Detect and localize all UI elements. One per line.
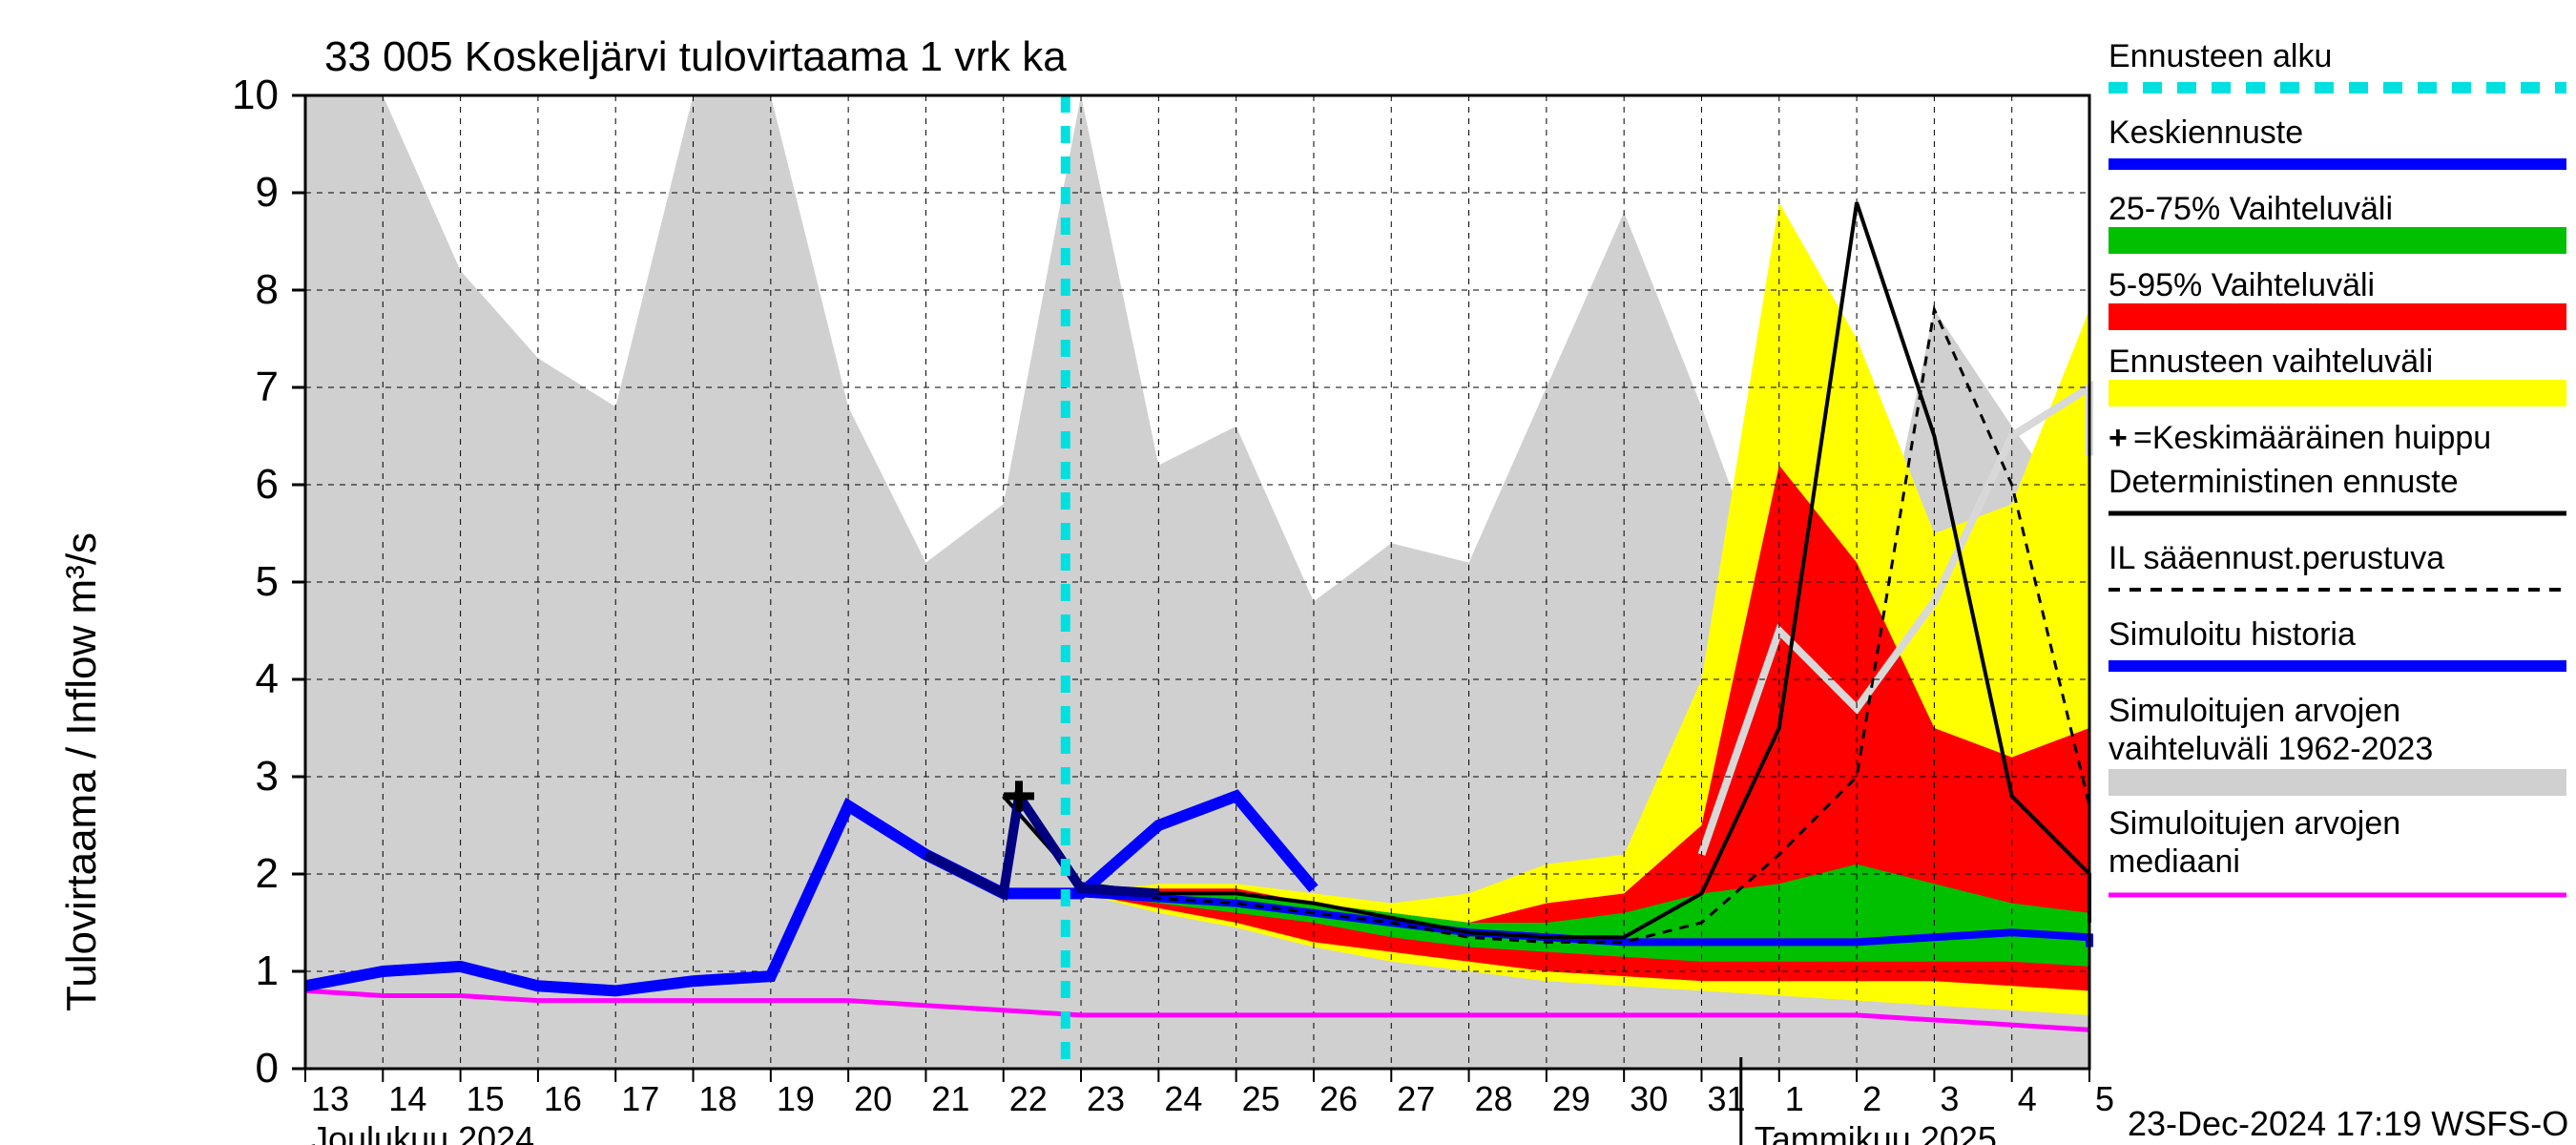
legend-label: Simuloitujen arvojen <box>2109 693 2400 729</box>
legend-label: IL sääennust.perustuva <box>2109 540 2444 576</box>
x-tick-label: 18 <box>699 1079 737 1118</box>
month-label: Joulukuu 2024 <box>311 1119 534 1145</box>
legend-label: Ennusteen alku <box>2109 38 2332 74</box>
y-tick-label: 8 <box>256 266 279 313</box>
x-tick-label: 13 <box>311 1079 349 1118</box>
legend-label: mediaani <box>2109 843 2240 880</box>
x-tick-label: 26 <box>1319 1079 1358 1118</box>
y-tick-label: 1 <box>256 947 279 994</box>
legend-label: Ennusteen vaihteluväli <box>2109 344 2433 380</box>
inflow-chart: 0123456789101314151617181920212223242526… <box>0 0 2576 1145</box>
x-tick-label: 29 <box>1552 1079 1590 1118</box>
legend-label: Simuloitu historia <box>2109 616 2356 653</box>
y-axis-label: Tulovirtaama / Inflow m³/s <box>58 532 105 1011</box>
x-tick-label: 1 <box>1785 1079 1804 1118</box>
x-tick-label: 19 <box>777 1079 815 1118</box>
x-tick-label: 5 <box>2095 1079 2114 1118</box>
x-tick-label: 22 <box>1009 1079 1048 1118</box>
legend-label: vaihteluväli 1962-2023 <box>2109 731 2433 767</box>
x-tick-label: 21 <box>931 1079 969 1118</box>
x-tick-label: 23 <box>1087 1079 1125 1118</box>
y-tick-label: 0 <box>256 1045 279 1092</box>
chart-title: 33 005 Koskeljärvi tulovirtaama 1 vrk ka <box>324 33 1067 80</box>
timestamp: 23-Dec-2024 17:19 WSFS-O <box>2128 1104 2568 1143</box>
x-tick-label: 25 <box>1242 1079 1280 1118</box>
y-tick-label: 2 <box>256 850 279 897</box>
x-tick-label: 27 <box>1397 1079 1435 1118</box>
y-tick-label: 7 <box>256 364 279 410</box>
x-tick-label: 17 <box>621 1079 659 1118</box>
x-tick-label: 24 <box>1164 1079 1202 1118</box>
x-tick-label: 28 <box>1475 1079 1513 1118</box>
y-tick-label: 4 <box>256 656 279 702</box>
legend-label: Simuloitujen arvojen <box>2109 805 2400 842</box>
legend-label: Deterministinen ennuste <box>2109 464 2459 500</box>
x-tick-label: 14 <box>388 1079 426 1118</box>
legend-label: =Keskimääräinen huippu <box>2133 420 2491 456</box>
y-tick-label: 3 <box>256 753 279 800</box>
x-tick-label: 4 <box>2018 1079 2037 1118</box>
x-tick-label: 16 <box>544 1079 582 1118</box>
y-tick-label: 9 <box>256 169 279 216</box>
x-tick-label: 30 <box>1630 1079 1668 1118</box>
x-tick-label: 2 <box>1862 1079 1881 1118</box>
legend-label: Keskiennuste <box>2109 114 2303 151</box>
y-tick-label: 10 <box>232 72 279 118</box>
month-label: Tammikuu 2025 <box>1755 1119 1997 1145</box>
x-tick-label: 15 <box>467 1079 505 1118</box>
y-tick-label: 6 <box>256 461 279 508</box>
x-tick-label: 20 <box>854 1079 892 1118</box>
legend-label: + <box>2109 420 2128 456</box>
y-tick-label: 5 <box>256 558 279 605</box>
legend-label: 5-95% Vaihteluväli <box>2109 267 2375 303</box>
x-tick-label: 3 <box>1940 1079 1959 1118</box>
legend-label: 25-75% Vaihteluväli <box>2109 191 2393 227</box>
